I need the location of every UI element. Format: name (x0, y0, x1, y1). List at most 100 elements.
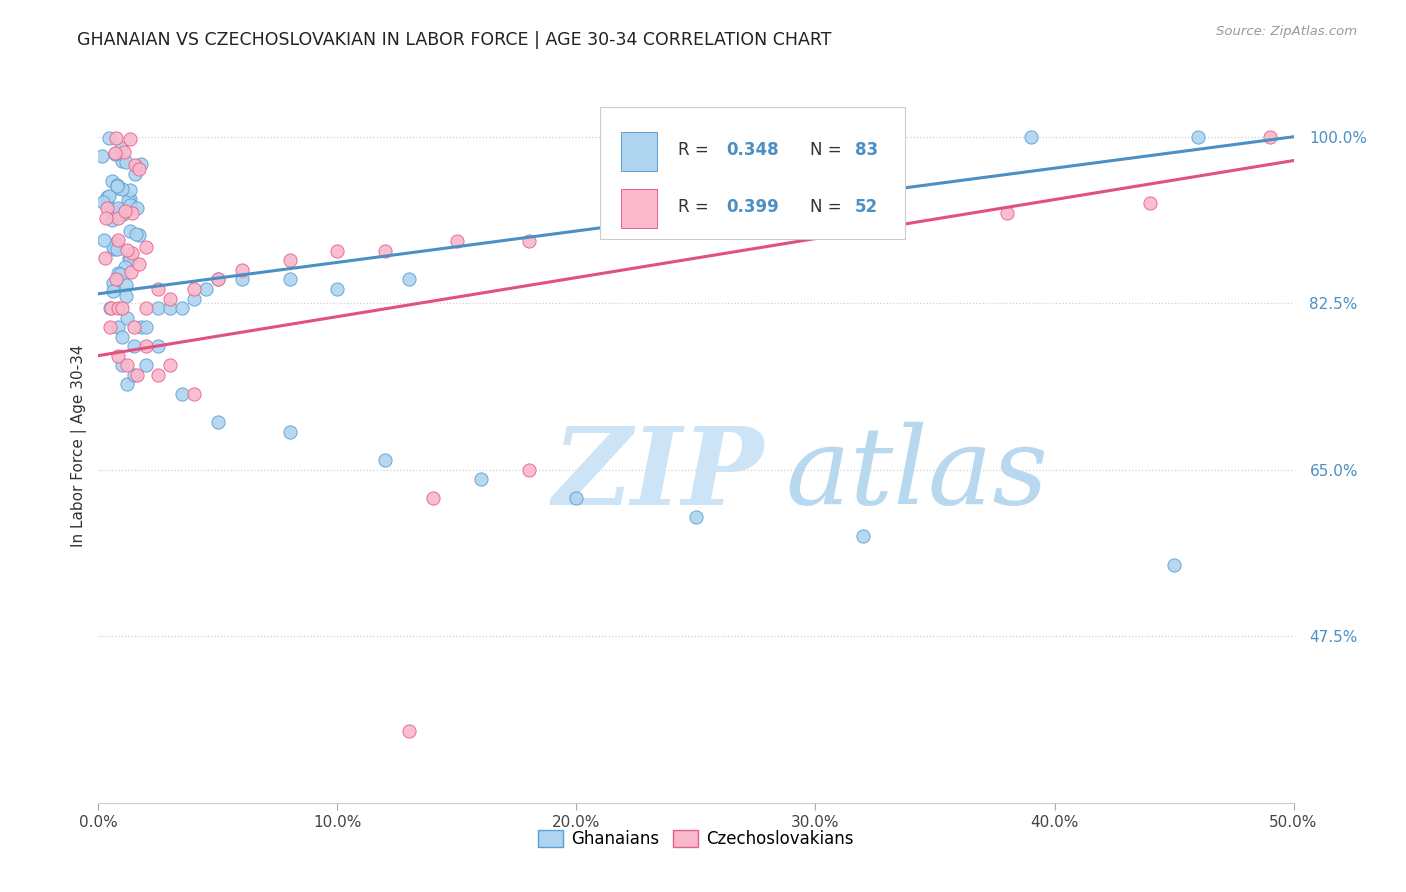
Point (94, 211, 117, 226)
Point (96, 196, 118, 211)
Point (114, 203, 136, 218)
FancyBboxPatch shape (600, 107, 905, 239)
Point (183, 386, 205, 401)
Point (207, 272, 229, 286)
Point (111, 207, 134, 221)
Point (93, 194, 115, 209)
Point (326, 244, 349, 258)
Point (104, 145, 127, 160)
Point (148, 339, 170, 353)
Point (105, 235, 128, 250)
Point (135, 301, 157, 315)
Point (207, 415, 229, 429)
Text: N =: N = (810, 198, 846, 216)
Point (135, 240, 157, 254)
Point (128, 257, 150, 271)
Point (107, 301, 129, 315)
Point (446, 235, 468, 249)
Point (128, 162, 150, 177)
Point (278, 425, 301, 439)
Point (124, 339, 146, 353)
Point (118, 198, 141, 212)
Point (117, 194, 139, 208)
Point (195, 282, 218, 296)
Point (125, 202, 148, 216)
Point (637, 225, 659, 239)
Point (124, 320, 146, 334)
Point (159, 292, 181, 306)
Point (107, 178, 129, 193)
Point (100, 301, 122, 315)
Point (105, 272, 128, 286)
Point (470, 472, 492, 486)
Point (231, 263, 253, 277)
Point (517, 235, 540, 249)
Point (995, 206, 1018, 220)
Point (96, 190, 118, 204)
Point (115, 377, 138, 392)
Point (115, 289, 138, 303)
Point (804, 225, 827, 239)
Point (278, 272, 301, 286)
Point (565, 491, 588, 506)
Point (517, 463, 540, 477)
Text: GHANAIAN VS CZECHOSLOVAKIAN IN LABOR FORCE | AGE 30-34 CORRELATION CHART: GHANAIAN VS CZECHOSLOVAKIAN IN LABOR FOR… (77, 31, 832, 49)
Point (111, 329, 134, 343)
Text: Source: ZipAtlas.com: Source: ZipAtlas.com (1216, 25, 1357, 38)
Point (114, 260, 136, 274)
Point (128, 228, 150, 243)
Point (374, 244, 396, 258)
Point (129, 157, 152, 171)
Y-axis label: In Labor Force | Age 30-34: In Labor Force | Age 30-34 (72, 344, 87, 548)
Point (120, 131, 142, 145)
Point (118, 251, 141, 265)
Point (107, 211, 129, 226)
Point (326, 282, 349, 296)
Point (398, 272, 420, 286)
Point (115, 310, 138, 325)
FancyBboxPatch shape (620, 189, 657, 228)
Text: R =: R = (678, 198, 714, 216)
Point (148, 282, 170, 296)
Point (107, 180, 129, 194)
Point (148, 368, 170, 382)
Point (107, 233, 129, 247)
Point (107, 266, 129, 280)
Point (120, 224, 142, 238)
Point (101, 174, 124, 188)
Point (120, 265, 142, 279)
Point (93, 251, 115, 265)
Point (159, 358, 181, 372)
Text: R =: R = (678, 141, 714, 159)
Point (105, 242, 128, 256)
Point (118, 252, 141, 266)
Point (183, 292, 205, 306)
Text: ZIP: ZIP (553, 422, 763, 527)
Point (98, 131, 121, 145)
Point (101, 276, 124, 290)
Text: atlas: atlas (786, 422, 1049, 527)
Point (98, 301, 122, 315)
Point (91, 149, 114, 163)
Text: 0.399: 0.399 (725, 198, 779, 216)
Point (124, 368, 146, 382)
Point (780, 129, 803, 144)
Point (1139, 196, 1161, 211)
Point (110, 267, 132, 281)
Point (107, 178, 129, 193)
Point (125, 227, 148, 241)
Point (111, 358, 134, 372)
Point (105, 271, 128, 285)
Point (1258, 129, 1281, 144)
Point (107, 349, 129, 363)
Point (111, 182, 134, 196)
Point (231, 272, 253, 286)
Point (107, 201, 129, 215)
Point (96, 202, 118, 216)
Point (1187, 129, 1209, 144)
Point (121, 206, 143, 220)
Point (117, 243, 139, 257)
Point (422, 491, 444, 506)
Point (125, 368, 148, 382)
Point (135, 339, 157, 353)
